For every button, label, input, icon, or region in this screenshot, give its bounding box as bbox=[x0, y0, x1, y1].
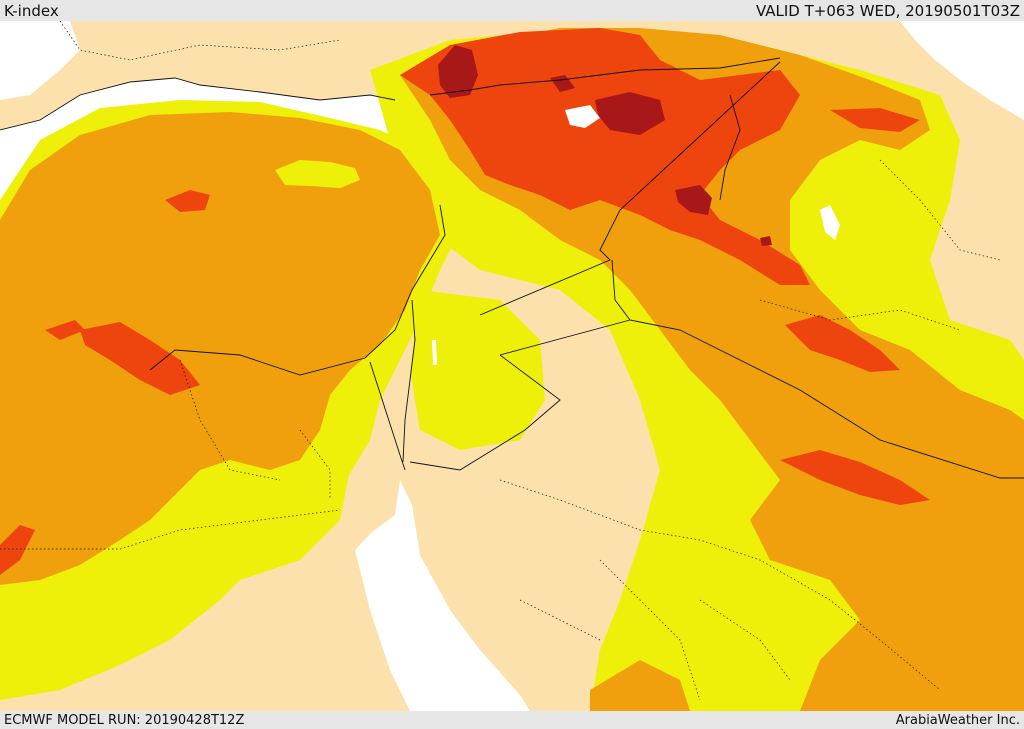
model-run-label: ECMWF MODEL RUN: 20190428T12Z bbox=[4, 712, 245, 728]
footer-bar: ECMWF MODEL RUN: 20190428T12Z ArabiaWeat… bbox=[0, 711, 1024, 729]
map-canvas bbox=[0, 21, 1024, 711]
k-index-level-4 bbox=[438, 45, 772, 246]
credit-label: ArabiaWeather Inc. bbox=[895, 712, 1020, 728]
caspian-sea bbox=[900, 21, 1024, 120]
map-title: K-index bbox=[4, 1, 59, 20]
country-borders bbox=[0, 57, 1024, 479]
valid-time-label: VALID T+063 WED, 20190501T03Z bbox=[755, 1, 1020, 20]
dead-sea-lake bbox=[432, 340, 437, 365]
k-index-map bbox=[0, 21, 1024, 711]
province-borders bbox=[0, 21, 1001, 701]
lake-urmia bbox=[820, 205, 840, 240]
header-bar: K-index VALID T+063 WED, 20190501T03Z bbox=[0, 0, 1024, 21]
red-sea bbox=[355, 480, 530, 711]
k-index-level-3 bbox=[0, 28, 930, 575]
aegean-sea bbox=[0, 21, 80, 100]
cyprus-island bbox=[275, 160, 360, 188]
lake-van bbox=[565, 105, 600, 128]
